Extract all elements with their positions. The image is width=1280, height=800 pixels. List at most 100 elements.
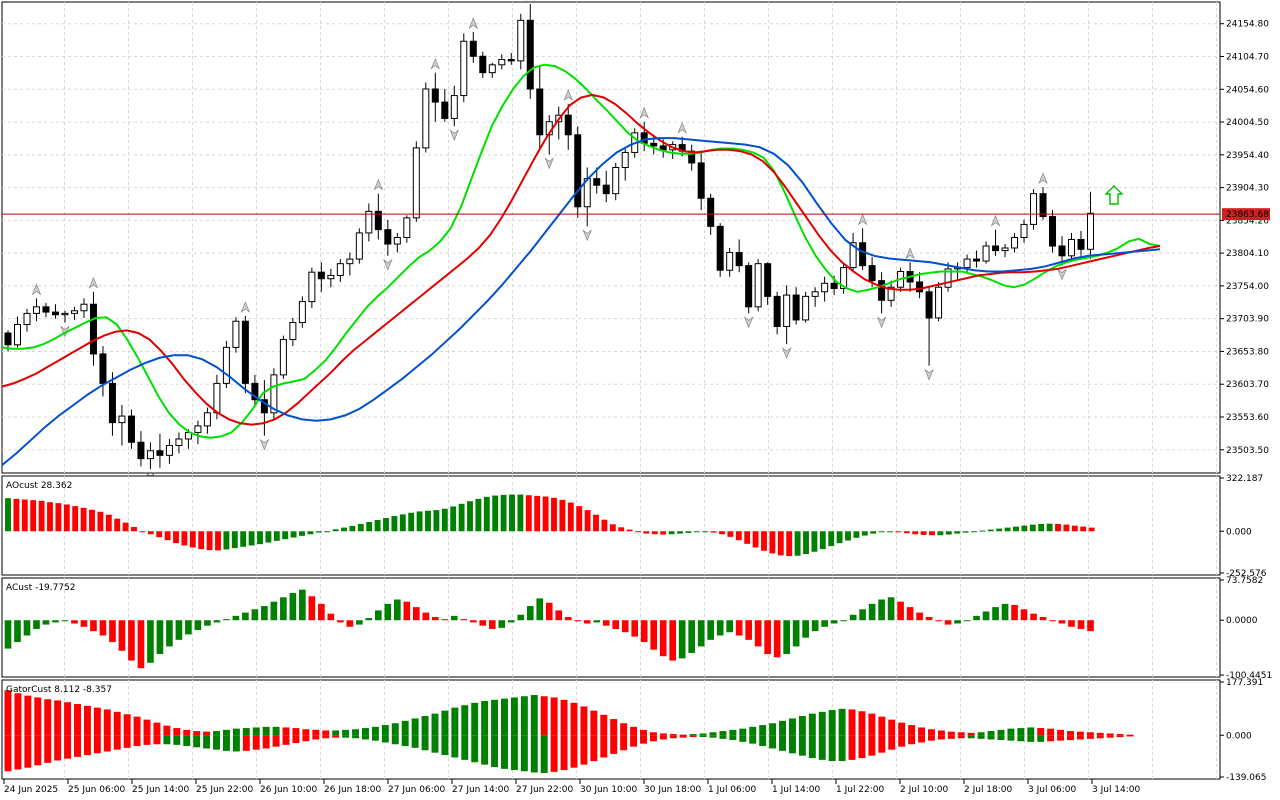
histogram-bar — [89, 509, 95, 532]
time-label: 24 Jun 2025 — [4, 785, 58, 795]
gator-upper-bar — [24, 695, 32, 736]
candle-body — [289, 322, 297, 341]
gator-upper-bar — [1017, 728, 1025, 736]
histogram-bar — [906, 607, 914, 621]
histogram-bar — [802, 620, 809, 638]
histogram-bar — [194, 620, 202, 631]
gator-lower-bar — [669, 735, 677, 739]
candle — [1068, 232, 1076, 260]
histogram-bar — [944, 620, 952, 625]
fractal-down — [1057, 268, 1067, 281]
histogram-bar — [441, 508, 448, 532]
gator-indicator-panel[interactable]: 177.391 0.000 -139.065 — [1, 678, 1266, 783]
gator-lower-bar — [828, 735, 836, 762]
candle-body — [89, 303, 97, 355]
gator-lower-bar — [1057, 735, 1065, 741]
ao-indicator-panel[interactable]: 322.187 0.000 -252.576 — [1, 474, 1267, 579]
histogram-bar — [14, 620, 21, 643]
fractal-up — [373, 178, 384, 191]
gator-upper-bar — [779, 720, 787, 736]
histogram-bar — [431, 616, 439, 621]
price-tick-label: 23603.70 — [1226, 380, 1269, 390]
histogram-bar — [593, 620, 601, 623]
time-label: 27 Jun 14:00 — [452, 785, 509, 795]
candle-body — [802, 295, 810, 321]
gator-lower-bar — [997, 735, 1005, 741]
candle — [393, 232, 401, 253]
candle-body — [1001, 247, 1009, 252]
candle-body — [232, 320, 240, 348]
candle-body — [792, 294, 800, 321]
gator-upper-bar — [213, 731, 221, 736]
candle — [260, 380, 268, 436]
candle-body — [422, 88, 430, 149]
candle-body — [925, 291, 933, 319]
candle-body — [773, 295, 781, 327]
candle — [887, 280, 895, 307]
candle-body — [51, 311, 59, 316]
gator-upper-bar — [461, 705, 469, 736]
gator-lower-bar — [739, 735, 747, 742]
histogram-bar — [660, 531, 667, 535]
candle-body — [479, 55, 487, 74]
gator-upper-bar — [510, 697, 518, 736]
candle-body — [42, 306, 50, 313]
gator-upper-bar — [74, 704, 81, 736]
candle-body — [992, 245, 1000, 252]
gator-upper-bar — [153, 722, 161, 736]
fractal-up — [639, 106, 649, 119]
main-price-panel[interactable]: 24154.80 24104.70 24054.60 24004.50 23954.40… — [1, 0, 1270, 484]
gator-lower-bar — [759, 735, 767, 747]
gator-lower-bar — [461, 735, 469, 760]
histogram-bar — [299, 531, 305, 536]
histogram-bar — [173, 531, 179, 544]
gator-upper-bar — [977, 732, 985, 736]
candle-body — [412, 147, 420, 219]
gator-upper-bar — [481, 701, 489, 736]
histogram-bar — [1039, 616, 1047, 621]
gator-lower-bar — [371, 735, 379, 741]
price-tick-label: 24154.80 — [1226, 20, 1269, 30]
ac-indicator-panel[interactable]: 73.7582 0.0000 -100.4451 — [1, 576, 1272, 681]
histogram-bar — [5, 498, 11, 532]
fractal-down — [582, 229, 592, 242]
candle — [32, 298, 40, 322]
gator-lower-bar — [431, 735, 439, 753]
gator-lower-bar — [640, 735, 647, 744]
histogram-bar — [97, 511, 104, 532]
candle-body — [460, 40, 468, 97]
histogram-bar — [1021, 525, 1028, 532]
candle-body — [944, 268, 952, 288]
histogram-bar — [803, 531, 809, 555]
candle — [175, 432, 183, 454]
histogram-bar — [189, 531, 196, 548]
gator-lower-bar — [193, 735, 201, 748]
gator-lower-bar — [491, 735, 499, 768]
histogram-bar — [726, 620, 733, 633]
gator-title: GatorCust 8.112 -8.357 — [6, 685, 112, 695]
candle — [137, 431, 145, 467]
candle-body — [80, 303, 88, 312]
histogram-bar — [1029, 524, 1036, 532]
candle-body — [621, 151, 629, 169]
histogram-bar — [971, 531, 977, 533]
gator-lower-bar — [441, 735, 449, 756]
histogram-bar — [859, 609, 866, 621]
gator-lower-bar — [530, 735, 538, 773]
gator-upper-bar — [292, 728, 300, 736]
candle-body — [1087, 212, 1095, 250]
histogram-bar — [1080, 526, 1087, 532]
time-label: 30 Jun 18:00 — [644, 785, 701, 795]
histogram-bar — [118, 620, 126, 651]
histogram-bar — [1071, 525, 1078, 532]
candle — [308, 267, 316, 309]
candle — [70, 306, 78, 320]
candle-body — [222, 346, 230, 384]
candle — [460, 33, 468, 103]
candle-body — [99, 353, 107, 384]
histogram-bar — [1077, 620, 1085, 629]
histogram-bar — [992, 607, 999, 621]
fractal-up — [857, 213, 868, 226]
candle-body — [165, 445, 173, 456]
